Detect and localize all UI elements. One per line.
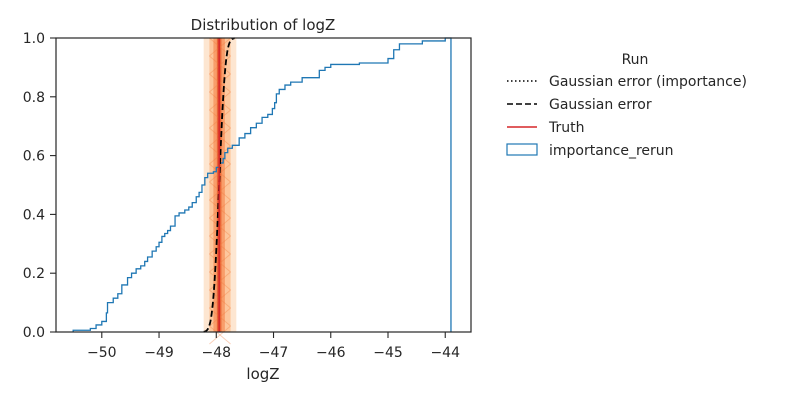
hatch-line	[209, 235, 231, 255]
y-tick-label: 0.2	[23, 266, 45, 282]
hatch-line	[209, 55, 231, 75]
y-tick-label: 0.4	[23, 207, 45, 223]
x-tick-label: −44	[430, 345, 460, 361]
hatch-line	[209, 235, 231, 255]
truth-band-hatch	[209, 37, 231, 345]
y-tick-label: 1.0	[23, 31, 45, 47]
x-tick-label: −47	[259, 345, 289, 361]
x-tick-label: −48	[202, 345, 232, 361]
hatch-line	[209, 127, 231, 147]
x-tick-label: −50	[87, 345, 117, 361]
hatch-line	[209, 307, 231, 327]
hatch-line	[209, 37, 231, 57]
truth-uncertainty-bands	[203, 37, 237, 345]
x-axis-label: logZ	[246, 365, 279, 383]
hatch-line	[209, 325, 231, 345]
plot-frame	[55, 37, 472, 333]
hatch-line	[209, 217, 231, 237]
hatch-line	[209, 109, 231, 129]
hatch-line	[209, 271, 231, 291]
x-tick-label: −46	[316, 345, 346, 361]
legend-label-truth: Truth	[548, 120, 585, 136]
series-importance-rerun	[72, 37, 452, 332]
legend-label-gaussian: Gaussian error	[549, 97, 652, 113]
legend-label-gaussian-importance: Gaussian error (importance)	[549, 74, 747, 90]
hatch-line	[209, 73, 231, 93]
hatch-line	[209, 181, 231, 201]
x-tick-label: −49	[144, 345, 174, 361]
chart-title: Distribution of logZ	[191, 16, 336, 34]
hatch-line	[209, 73, 231, 93]
x-tick-label: −45	[373, 345, 403, 361]
y-tick-label: 0.6	[23, 149, 45, 165]
axes: −50 −49 −48 −47 −46 −45 −44 0.0 0.2 0.4 0.6 0.8 1.0	[23, 31, 472, 361]
hatch-line	[209, 109, 231, 129]
y-tick-label: 0.0	[23, 325, 45, 341]
hatch-line	[209, 199, 231, 219]
hatch-line	[209, 253, 231, 273]
legend-swatch-importance-rerun	[506, 143, 538, 156]
series-layer	[72, 37, 452, 333]
y-tick-label: 0.8	[23, 90, 45, 106]
hatch-line	[209, 127, 231, 147]
hatch-line	[209, 271, 231, 291]
hatch-line	[209, 181, 231, 201]
hatch-line	[209, 199, 231, 219]
hatch-line	[209, 217, 231, 237]
hatch-line	[209, 55, 231, 75]
legend: Run Gaussian error (importance) Gaussian…	[506, 52, 747, 159]
hatch-line	[209, 253, 231, 273]
hatch-line	[209, 91, 231, 111]
hatch-line	[209, 325, 231, 345]
legend-title: Run	[622, 52, 649, 68]
legend-label-importance-rerun: importance_rerun	[549, 143, 674, 159]
hatch-line	[209, 307, 231, 327]
gaussian-error-cdf	[203, 37, 235, 333]
hatch-line	[209, 91, 231, 111]
